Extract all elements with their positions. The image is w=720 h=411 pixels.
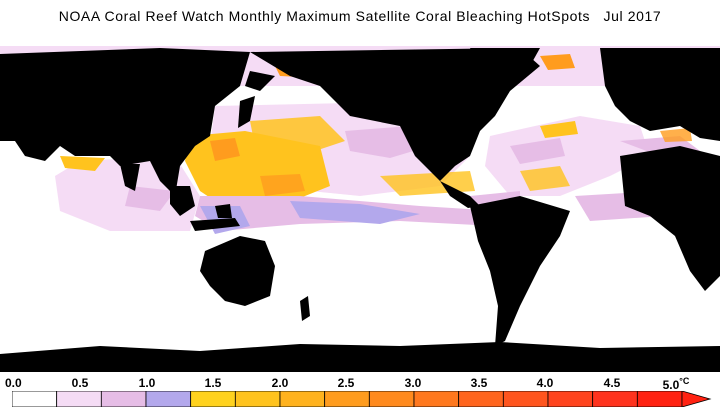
legend-swatch (279, 391, 326, 407)
legend-tick: 3.0 (404, 376, 422, 390)
legend-swatch (368, 391, 415, 407)
legend-swatch (413, 391, 460, 407)
legend-swatch (324, 391, 370, 407)
legend-tick: 4.5 (603, 376, 621, 390)
legend-tick: 2.5 (337, 376, 355, 390)
legend-tick-labels: 0.0 0.5 1.0 1.5 2.0 2.5 3.0 3.5 4.0 4.5 … (0, 376, 720, 392)
legend-tick: 2.0 (271, 376, 289, 390)
legend-unit: °C (679, 376, 690, 386)
legend-swatch (190, 391, 236, 407)
legend-swatch (636, 391, 683, 407)
legend-tick: 0.5 (71, 376, 89, 390)
legend-swatch (56, 391, 102, 407)
legend-swatch (547, 391, 594, 407)
hotspot-map (0, 46, 720, 372)
legend-swatch (502, 391, 549, 407)
legend-tick: 3.5 (470, 376, 488, 390)
legend-tick: 1.0 (138, 376, 156, 390)
land-layer (0, 48, 720, 372)
legend-swatch (234, 391, 281, 407)
legend-swatch (592, 391, 638, 407)
legend-colorbar (12, 391, 712, 407)
legend-tick: 1.5 (204, 376, 222, 390)
legend-tick: 0.0 (5, 376, 22, 390)
legend-swatch (12, 391, 58, 407)
legend-swatch (100, 391, 147, 407)
map-title: NOAA Coral Reef Watch Monthly Maximum Sa… (58, 8, 662, 24)
legend-tick: 4.0 (536, 376, 554, 390)
legend-tick-last: 5.0°C (662, 376, 690, 392)
legend-arrow-tip (681, 391, 712, 407)
legend-swatch (458, 391, 504, 407)
legend-swatch (145, 391, 192, 407)
